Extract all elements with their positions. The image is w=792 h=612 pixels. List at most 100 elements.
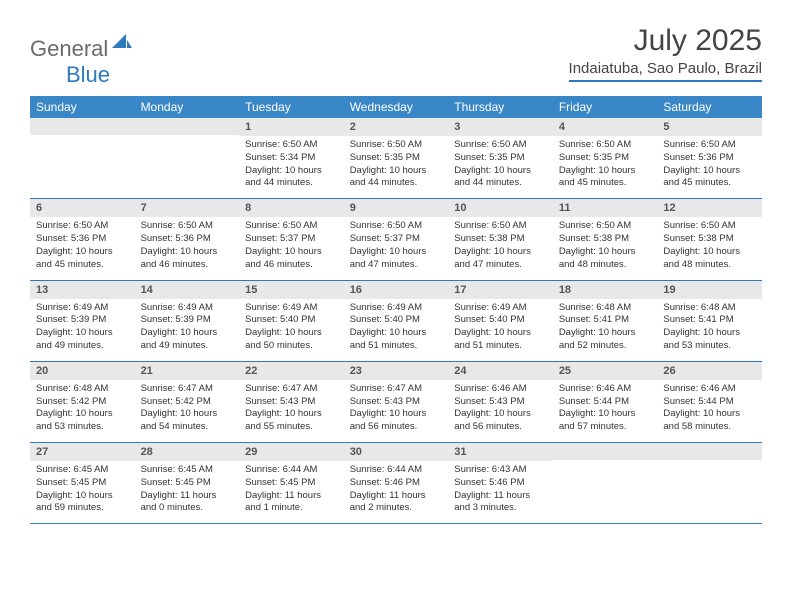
daylight-text: Daylight: 10 hours and 46 minutes. bbox=[141, 246, 234, 272]
week-row: 27Sunrise: 6:45 AMSunset: 5:45 PMDayligh… bbox=[30, 443, 762, 524]
sunset-text: Sunset: 5:34 PM bbox=[245, 152, 338, 165]
day-cell: 21Sunrise: 6:47 AMSunset: 5:42 PMDayligh… bbox=[135, 361, 240, 442]
sunset-text: Sunset: 5:43 PM bbox=[350, 396, 443, 409]
day-body: Sunrise: 6:49 AMSunset: 5:39 PMDaylight:… bbox=[30, 299, 135, 361]
day-body: Sunrise: 6:44 AMSunset: 5:45 PMDaylight:… bbox=[239, 461, 344, 523]
sunrise-text: Sunrise: 6:50 AM bbox=[245, 220, 338, 233]
day-header-wed: Wednesday bbox=[344, 96, 449, 118]
day-body bbox=[657, 460, 762, 518]
daylight-text: Daylight: 10 hours and 59 minutes. bbox=[36, 490, 129, 516]
day-number: 14 bbox=[135, 281, 240, 299]
day-cell: 12Sunrise: 6:50 AMSunset: 5:38 PMDayligh… bbox=[657, 199, 762, 280]
sunrise-text: Sunrise: 6:48 AM bbox=[559, 302, 652, 315]
day-body: Sunrise: 6:47 AMSunset: 5:42 PMDaylight:… bbox=[135, 380, 240, 442]
daylight-text: Daylight: 10 hours and 56 minutes. bbox=[350, 408, 443, 434]
day-number: 9 bbox=[344, 199, 449, 217]
day-cell: 13Sunrise: 6:49 AMSunset: 5:39 PMDayligh… bbox=[30, 280, 135, 361]
day-number: 11 bbox=[553, 199, 658, 217]
sunset-text: Sunset: 5:42 PM bbox=[36, 396, 129, 409]
week-row: 6Sunrise: 6:50 AMSunset: 5:36 PMDaylight… bbox=[30, 199, 762, 280]
day-cell: 8Sunrise: 6:50 AMSunset: 5:37 PMDaylight… bbox=[239, 199, 344, 280]
sunset-text: Sunset: 5:39 PM bbox=[141, 314, 234, 327]
sunset-text: Sunset: 5:43 PM bbox=[454, 396, 547, 409]
day-cell: 18Sunrise: 6:48 AMSunset: 5:41 PMDayligh… bbox=[553, 280, 658, 361]
sunrise-text: Sunrise: 6:50 AM bbox=[663, 220, 756, 233]
sunrise-text: Sunrise: 6:47 AM bbox=[245, 383, 338, 396]
sunset-text: Sunset: 5:46 PM bbox=[454, 477, 547, 490]
day-cell: 17Sunrise: 6:49 AMSunset: 5:40 PMDayligh… bbox=[448, 280, 553, 361]
daylight-text: Daylight: 10 hours and 55 minutes. bbox=[245, 408, 338, 434]
daylight-text: Daylight: 10 hours and 57 minutes. bbox=[559, 408, 652, 434]
daylight-text: Daylight: 10 hours and 54 minutes. bbox=[141, 408, 234, 434]
day-cell: 25Sunrise: 6:46 AMSunset: 5:44 PMDayligh… bbox=[553, 361, 658, 442]
day-body: Sunrise: 6:50 AMSunset: 5:38 PMDaylight:… bbox=[657, 217, 762, 279]
sunset-text: Sunset: 5:45 PM bbox=[36, 477, 129, 490]
day-cell: 14Sunrise: 6:49 AMSunset: 5:39 PMDayligh… bbox=[135, 280, 240, 361]
day-number: 30 bbox=[344, 443, 449, 461]
sunrise-text: Sunrise: 6:50 AM bbox=[245, 139, 338, 152]
sunset-text: Sunset: 5:42 PM bbox=[141, 396, 234, 409]
sunset-text: Sunset: 5:45 PM bbox=[245, 477, 338, 490]
day-cell: 23Sunrise: 6:47 AMSunset: 5:43 PMDayligh… bbox=[344, 361, 449, 442]
logo-text-gray: General bbox=[30, 36, 108, 62]
sunrise-text: Sunrise: 6:50 AM bbox=[454, 139, 547, 152]
day-number: 28 bbox=[135, 443, 240, 461]
sunrise-text: Sunrise: 6:46 AM bbox=[559, 383, 652, 396]
day-cell: 16Sunrise: 6:49 AMSunset: 5:40 PMDayligh… bbox=[344, 280, 449, 361]
daylight-text: Daylight: 10 hours and 50 minutes. bbox=[245, 327, 338, 353]
day-number: 20 bbox=[30, 362, 135, 380]
sunrise-text: Sunrise: 6:49 AM bbox=[245, 302, 338, 315]
day-cell: 24Sunrise: 6:46 AMSunset: 5:43 PMDayligh… bbox=[448, 361, 553, 442]
day-number: 3 bbox=[448, 118, 553, 136]
day-number: 16 bbox=[344, 281, 449, 299]
daylight-text: Daylight: 10 hours and 45 minutes. bbox=[663, 165, 756, 191]
sunrise-text: Sunrise: 6:49 AM bbox=[350, 302, 443, 315]
day-body: Sunrise: 6:49 AMSunset: 5:40 PMDaylight:… bbox=[344, 299, 449, 361]
day-cell: 30Sunrise: 6:44 AMSunset: 5:46 PMDayligh… bbox=[344, 443, 449, 524]
sunrise-text: Sunrise: 6:47 AM bbox=[141, 383, 234, 396]
day-cell: 5Sunrise: 6:50 AMSunset: 5:36 PMDaylight… bbox=[657, 118, 762, 199]
day-body: Sunrise: 6:50 AMSunset: 5:36 PMDaylight:… bbox=[30, 217, 135, 279]
week-row: 20Sunrise: 6:48 AMSunset: 5:42 PMDayligh… bbox=[30, 361, 762, 442]
day-body: Sunrise: 6:50 AMSunset: 5:35 PMDaylight:… bbox=[344, 136, 449, 198]
sunset-text: Sunset: 5:35 PM bbox=[350, 152, 443, 165]
daylight-text: Daylight: 10 hours and 56 minutes. bbox=[454, 408, 547, 434]
daylight-text: Daylight: 10 hours and 45 minutes. bbox=[559, 165, 652, 191]
sunrise-text: Sunrise: 6:43 AM bbox=[454, 464, 547, 477]
day-cell bbox=[657, 443, 762, 524]
sunrise-text: Sunrise: 6:50 AM bbox=[350, 139, 443, 152]
daylight-text: Daylight: 10 hours and 44 minutes. bbox=[245, 165, 338, 191]
day-number: 2 bbox=[344, 118, 449, 136]
sunrise-text: Sunrise: 6:44 AM bbox=[350, 464, 443, 477]
daylight-text: Daylight: 11 hours and 3 minutes. bbox=[454, 490, 547, 516]
sunset-text: Sunset: 5:36 PM bbox=[36, 233, 129, 246]
day-body: Sunrise: 6:46 AMSunset: 5:44 PMDaylight:… bbox=[657, 380, 762, 442]
daylight-text: Daylight: 10 hours and 53 minutes. bbox=[663, 327, 756, 353]
day-body: Sunrise: 6:50 AMSunset: 5:35 PMDaylight:… bbox=[448, 136, 553, 198]
sunrise-text: Sunrise: 6:49 AM bbox=[454, 302, 547, 315]
calendar-body: 1Sunrise: 6:50 AMSunset: 5:34 PMDaylight… bbox=[30, 118, 762, 524]
sunrise-text: Sunrise: 6:45 AM bbox=[141, 464, 234, 477]
sunset-text: Sunset: 5:36 PM bbox=[663, 152, 756, 165]
day-body: Sunrise: 6:48 AMSunset: 5:41 PMDaylight:… bbox=[657, 299, 762, 361]
day-number: 27 bbox=[30, 443, 135, 461]
day-number bbox=[135, 118, 240, 135]
day-body: Sunrise: 6:49 AMSunset: 5:40 PMDaylight:… bbox=[239, 299, 344, 361]
day-cell bbox=[135, 118, 240, 199]
sunrise-text: Sunrise: 6:49 AM bbox=[36, 302, 129, 315]
sunrise-text: Sunrise: 6:49 AM bbox=[141, 302, 234, 315]
sunset-text: Sunset: 5:36 PM bbox=[141, 233, 234, 246]
day-number: 25 bbox=[553, 362, 658, 380]
day-body: Sunrise: 6:50 AMSunset: 5:35 PMDaylight:… bbox=[553, 136, 658, 198]
day-body: Sunrise: 6:47 AMSunset: 5:43 PMDaylight:… bbox=[239, 380, 344, 442]
day-body: Sunrise: 6:46 AMSunset: 5:43 PMDaylight:… bbox=[448, 380, 553, 442]
day-number: 1 bbox=[239, 118, 344, 136]
day-body: Sunrise: 6:44 AMSunset: 5:46 PMDaylight:… bbox=[344, 461, 449, 523]
daylight-text: Daylight: 10 hours and 51 minutes. bbox=[454, 327, 547, 353]
week-row: 13Sunrise: 6:49 AMSunset: 5:39 PMDayligh… bbox=[30, 280, 762, 361]
day-number: 29 bbox=[239, 443, 344, 461]
day-body: Sunrise: 6:49 AMSunset: 5:39 PMDaylight:… bbox=[135, 299, 240, 361]
day-body: Sunrise: 6:50 AMSunset: 5:36 PMDaylight:… bbox=[657, 136, 762, 198]
sunset-text: Sunset: 5:38 PM bbox=[663, 233, 756, 246]
sunrise-text: Sunrise: 6:50 AM bbox=[663, 139, 756, 152]
